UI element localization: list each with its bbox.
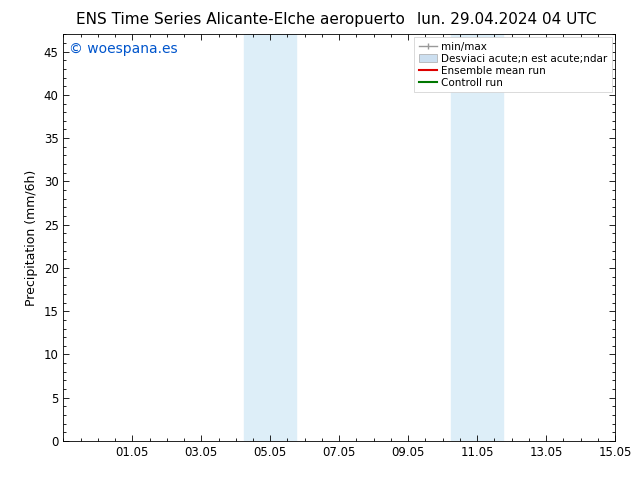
Bar (244, 34, 296, 441)
Legend: min/max, Desviaci acute;n est acute;ndar, Ensemble mean run, Controll run: min/max, Desviaci acute;n est acute;ndar… (415, 37, 612, 92)
Text: lun. 29.04.2024 04 UTC: lun. 29.04.2024 04 UTC (417, 12, 597, 27)
Text: ENS Time Series Alicante-Elche aeropuerto: ENS Time Series Alicante-Elche aeropuert… (77, 12, 405, 27)
Bar (451, 34, 503, 441)
Text: © woespana.es: © woespana.es (69, 43, 178, 56)
Y-axis label: Precipitation (mm/6h): Precipitation (mm/6h) (25, 170, 38, 306)
